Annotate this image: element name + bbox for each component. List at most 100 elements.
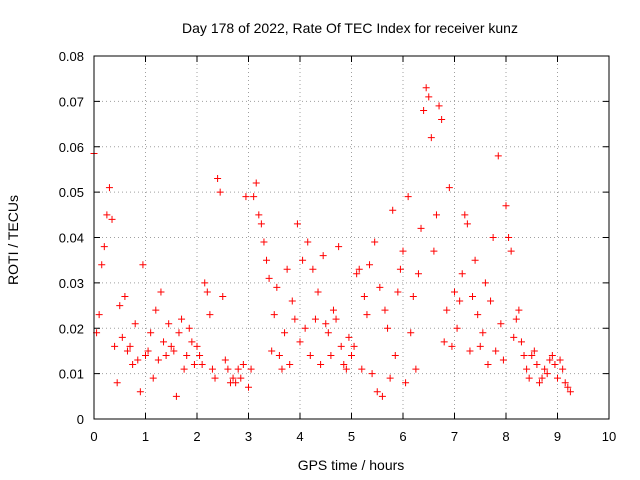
data-point (461, 211, 469, 219)
data-point (399, 247, 407, 255)
data-point (242, 193, 250, 201)
data-point (288, 297, 296, 305)
data-point (152, 306, 160, 314)
data-point (381, 306, 389, 314)
x-tick-label: 3 (245, 429, 252, 444)
y-axis: 0 0.01 0.02 0.03 0.04 0.05 0.06 0.07 0.08 (59, 49, 609, 427)
data-point (342, 365, 350, 373)
data-point (252, 179, 260, 187)
data-point (260, 238, 268, 246)
data-point (196, 351, 204, 359)
data-point (121, 292, 129, 300)
y-axis-title: ROTI / TECUs (5, 195, 21, 285)
data-point (345, 333, 353, 341)
data-point (142, 351, 149, 359)
data-point (268, 347, 276, 355)
x-tick-label: 10 (602, 429, 616, 444)
data-point (427, 134, 435, 142)
data-point (414, 270, 422, 278)
data-point (301, 324, 309, 332)
data-point (234, 365, 242, 373)
data-point (304, 238, 312, 246)
data-point (255, 211, 263, 219)
data-point (324, 329, 332, 337)
data-point (528, 351, 536, 359)
data-point (451, 288, 458, 296)
data-point (178, 315, 186, 323)
data-point (136, 388, 144, 396)
data-point (154, 356, 162, 364)
data-point (525, 374, 533, 382)
data-point (489, 234, 497, 241)
y-tick-label: 0.03 (59, 276, 84, 291)
data-point (113, 379, 121, 387)
data-point (422, 84, 430, 92)
data-point (497, 320, 505, 328)
data-point (430, 247, 438, 255)
x-axis: 0 1 2 3 4 5 6 7 8 9 10 (90, 56, 616, 444)
data-point (190, 361, 198, 369)
y-tick-label: 0.02 (59, 321, 84, 336)
data-point (216, 188, 224, 196)
data-point (541, 365, 549, 373)
x-tick-label: 6 (399, 429, 406, 444)
data-point (481, 279, 489, 287)
data-point (239, 361, 247, 369)
x-tick-label: 1 (142, 429, 149, 444)
data-points (90, 84, 574, 400)
data-point (219, 292, 227, 300)
data-point (123, 347, 131, 355)
y-tick-label: 0.05 (59, 185, 84, 200)
data-point (394, 288, 402, 296)
y-tick-label: 0 (77, 412, 84, 427)
data-point (386, 374, 394, 382)
data-point (512, 315, 520, 323)
data-point (530, 347, 538, 355)
data-point (329, 306, 337, 314)
data-point (167, 342, 175, 350)
data-point (188, 338, 196, 346)
data-point (201, 279, 209, 287)
y-tick-label: 0.06 (59, 140, 84, 155)
data-point (175, 329, 183, 337)
data-point (412, 365, 420, 373)
data-point (100, 243, 108, 251)
data-point (458, 270, 466, 278)
data-point (384, 324, 392, 332)
data-point (494, 152, 502, 160)
data-point (111, 342, 119, 350)
data-point (355, 265, 363, 273)
data-point (296, 338, 304, 346)
data-point (275, 351, 283, 359)
data-point (559, 365, 567, 373)
data-point (564, 383, 572, 391)
data-point (281, 329, 289, 337)
data-point (245, 383, 252, 391)
data-point (198, 361, 206, 369)
data-point (535, 379, 543, 387)
data-point (554, 374, 561, 382)
data-point (404, 193, 412, 201)
data-point (402, 379, 410, 387)
data-point (95, 311, 103, 319)
x-tick-label: 2 (193, 429, 200, 444)
data-point (180, 365, 188, 373)
data-point (309, 265, 317, 273)
data-point (432, 211, 440, 219)
data-point (438, 116, 446, 124)
data-point (293, 220, 301, 228)
data-point (224, 365, 232, 373)
data-point (366, 261, 374, 269)
y-tick-label: 0.01 (59, 367, 84, 382)
data-point (492, 347, 500, 355)
data-point (335, 243, 343, 251)
data-point (332, 315, 340, 323)
data-point (471, 256, 479, 264)
data-point (350, 342, 358, 350)
data-point (139, 261, 147, 269)
data-point (211, 374, 219, 382)
data-point (291, 315, 299, 323)
data-point (317, 361, 325, 369)
data-point (214, 175, 222, 183)
data-point (510, 333, 518, 341)
